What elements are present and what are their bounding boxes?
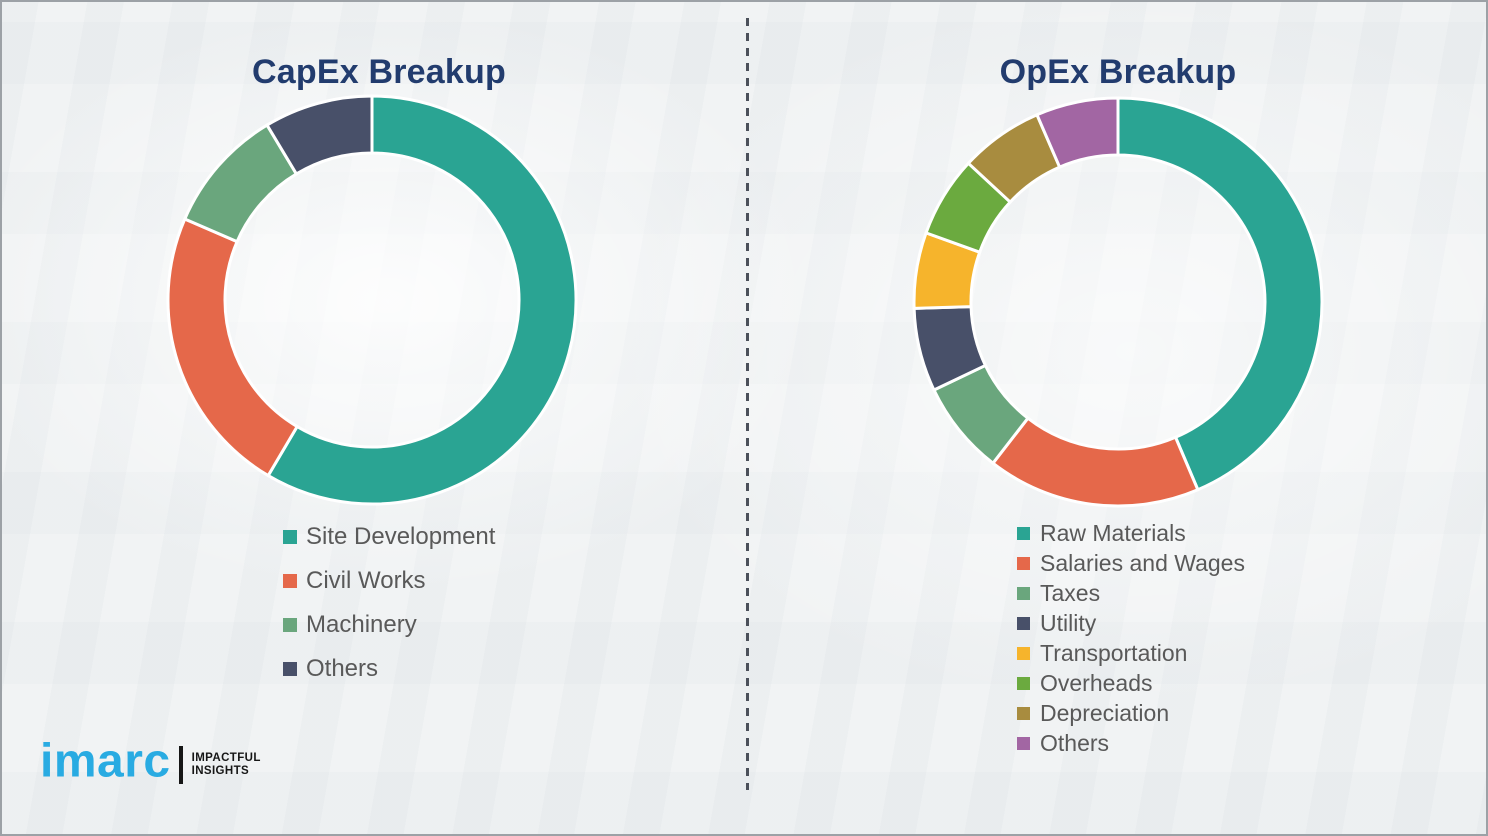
legend-label: Salaries and Wages [1040,549,1245,576]
legend-label: Civil Works [306,567,426,594]
legend-item: Taxes [1017,578,1245,608]
legend-swatch-icon [1017,526,1030,540]
imarc-logo-wordmark: imarc [40,735,171,788]
legend-item: Site Development [283,515,495,559]
legend-swatch-icon [283,662,297,676]
legend-item: Civil Works [283,559,495,603]
legend-item: Others [283,647,495,691]
imarc-logo: imarc IMPACTFUL INSIGHTS [40,738,261,786]
legend-item: Depreciation [1017,698,1245,728]
legend-label: Others [1040,729,1110,756]
capex-donut-chart [166,94,578,506]
legend-label: Transportation [1040,639,1188,666]
legend-swatch-icon [283,530,297,544]
legend-label: Machinery [306,611,417,638]
legend-item: Overheads [1017,668,1245,698]
legend-label: Others [306,655,379,682]
legend-label: Utility [1040,609,1097,636]
opex-legend: Raw Materials Salaries and Wages Taxes Util… [1017,518,1245,758]
imarc-tagline-line1: IMPACTFUL [191,752,261,764]
donut-segment-civil-works [166,217,299,478]
donut-segment-site-development [266,94,578,506]
legend-swatch-icon [1017,616,1030,630]
imarc-tagline-line2: INSIGHTS [191,765,250,777]
legend-swatch-icon [283,618,297,632]
legend-swatch-icon [1017,676,1030,690]
opex-donut-chart [912,96,1324,508]
capex-chart-title: CapEx Breakup [252,52,506,91]
donut-segment-others [265,94,374,176]
legend-swatch-icon [1017,646,1030,660]
legend-item: Utility [1017,608,1245,638]
legend-label: Taxes [1040,579,1101,606]
legend-item: Salaries and Wages [1017,548,1245,578]
donut-segment-raw-materials [1116,96,1324,492]
legend-label: Site Development [306,523,496,550]
legend-swatch-icon [1017,556,1030,570]
imarc-logo-divider-bar [178,746,183,784]
donut-segment-others [1035,96,1120,169]
legend-swatch-icon [283,574,297,588]
legend-label: Depreciation [1040,699,1170,726]
imarc-logo-tagline: IMPACTFUL INSIGHTS [192,752,261,778]
legend-item: Machinery [283,603,495,647]
legend-swatch-icon [1017,736,1030,750]
legend-item: Transportation [1017,638,1245,668]
legend-item: Others [1017,728,1245,758]
legend-label: Overheads [1040,669,1153,696]
legend-swatch-icon [1017,706,1030,720]
donut-segment-salaries-and-wages [991,416,1200,508]
center-dashed-divider [746,18,749,790]
legend-label: Raw Materials [1040,519,1186,546]
opex-chart-title: OpEx Breakup [999,52,1237,91]
capex-legend: Site Development Civil Works Machinery Othe… [283,515,495,691]
legend-swatch-icon [1017,586,1030,600]
legend-item: Raw Materials [1017,518,1245,548]
